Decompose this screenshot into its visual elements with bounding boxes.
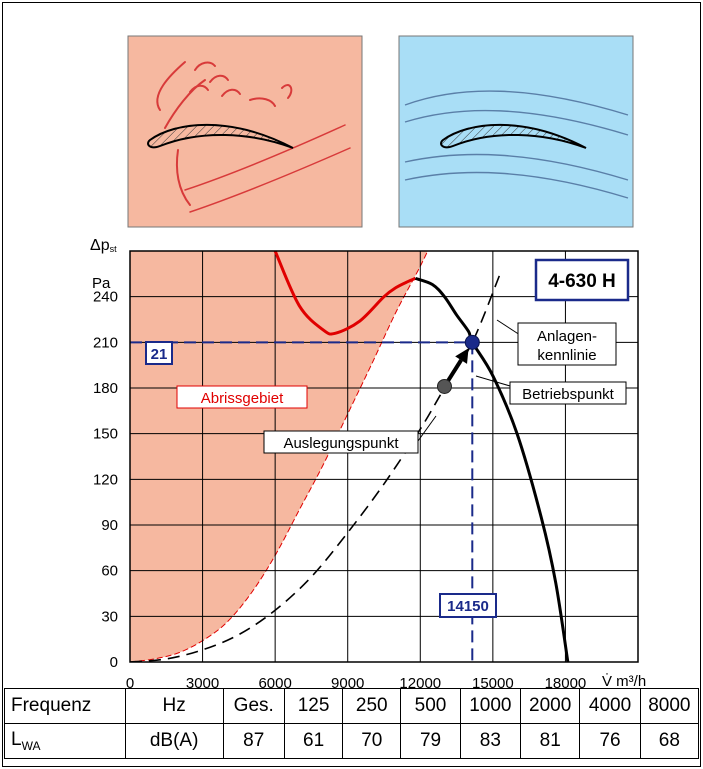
- table-cell: Ges.: [222, 688, 285, 724]
- operating-pressure-box: [145, 341, 173, 365]
- system-curve-label-line1: Anlagen-: [537, 328, 597, 345]
- plot-border: [129, 250, 639, 663]
- y-tick-label: 210: [93, 334, 118, 351]
- table-cell: 79: [400, 723, 461, 759]
- x-axis-unit: V̇ m³/h: [602, 673, 646, 688]
- stall-label-box: [176, 385, 308, 409]
- table-cell: 81: [520, 723, 581, 759]
- y-axis-unit: Pa: [92, 275, 111, 292]
- x-tick-label: 9000: [331, 675, 364, 688]
- y-tick-label: 0: [110, 654, 118, 671]
- model-label: 4-630 H: [548, 271, 616, 292]
- operating-callout-box: [509, 381, 627, 405]
- y-tick-label: 60: [101, 563, 118, 580]
- table-cell: Frequenz: [4, 688, 126, 724]
- operating-point-marker: [464, 334, 480, 350]
- airfoil-normal: [440, 123, 587, 149]
- table-cell: 70: [342, 723, 402, 759]
- stall-fan-curve: [273, 251, 417, 336]
- y-tick-label: 180: [93, 380, 118, 397]
- table-cell: 61: [283, 723, 344, 759]
- design-callout-leader: [417, 415, 437, 442]
- table-cell: 125: [283, 688, 344, 724]
- table-cell: Hz: [124, 688, 224, 724]
- y-tick-label: 240: [93, 289, 118, 306]
- x-tick-label: 18000: [545, 675, 587, 688]
- table-cell: 500: [400, 688, 461, 724]
- stall-airflow-illustration: [127, 35, 363, 228]
- system-curve-label-line2: kennlinie: [537, 347, 596, 364]
- y-tick-label: 90: [101, 517, 118, 534]
- table-cell: 2000: [520, 688, 581, 724]
- y-tick-label: 120: [93, 471, 118, 488]
- operating-pressure-value: 21: [151, 346, 168, 363]
- system-callout-leader: [496, 319, 521, 336]
- x-tick-label: 15000: [472, 675, 514, 688]
- y-axis-symbol: Δpst: [90, 237, 117, 254]
- table-cell: 76: [579, 723, 641, 759]
- operating-point-label: Betriebspunkt: [522, 386, 615, 403]
- x-tick-label: 3000: [186, 675, 219, 688]
- arrow-head: [455, 348, 469, 364]
- operating-callout-leader: [475, 375, 511, 387]
- stall-label: Abrissgebiet: [201, 390, 284, 407]
- y-tick-labels: 0 30 60 90 120 150 180 210 240: [93, 289, 118, 671]
- operating-flow-value: 14150: [447, 598, 489, 615]
- design-point-label: Auslegungspunkt: [283, 435, 399, 452]
- x-tick-labels: 0 3000 6000 9000 12000 15000 18000: [126, 675, 586, 688]
- normal-airflow-illustration: [398, 35, 634, 228]
- frequency-row: Frequenz Hz Ges. 125 250 500 1000 2000 4…: [4, 688, 700, 724]
- operating-flow-box: [439, 593, 497, 618]
- table-cell: 4000: [579, 688, 641, 724]
- x-tick-label: 12000: [399, 675, 441, 688]
- table-cell: dB(A): [124, 723, 224, 759]
- airfoil-stalled: [147, 123, 294, 149]
- system-callout-box: [517, 322, 617, 366]
- x-tick-label: 6000: [258, 675, 291, 688]
- table-cell: 1000: [459, 688, 522, 724]
- laminar-flow-lines: [404, 90, 629, 199]
- table-cell: 68: [639, 723, 700, 759]
- table-cell-lwa: LWA: [4, 723, 126, 759]
- figure-svg: 0 3000 6000 9000 12000 15000 18000 0 30 60 90 120 1…: [90, 35, 646, 688]
- table-cell: 8000: [639, 688, 700, 724]
- turbulent-flow-lines: [156, 61, 351, 213]
- sound-level-row: LWA dB(A) 87 61 70 79 83 81 76 68: [4, 723, 700, 759]
- design-point-marker: [436, 378, 452, 394]
- design-callout-box: [263, 430, 419, 454]
- x-tick-label: 0: [126, 675, 134, 688]
- stall-region: [130, 251, 428, 662]
- y-tick-label: 150: [93, 426, 118, 443]
- sound-power-table: Frequenz Hz Ges. 125 250 500 1000 2000 4…: [4, 688, 700, 759]
- table-cell: 83: [459, 723, 522, 759]
- table-cell: 87: [222, 723, 285, 759]
- model-label-box: [534, 258, 630, 302]
- y-tick-label: 30: [101, 608, 118, 625]
- table-cell: 250: [342, 688, 402, 724]
